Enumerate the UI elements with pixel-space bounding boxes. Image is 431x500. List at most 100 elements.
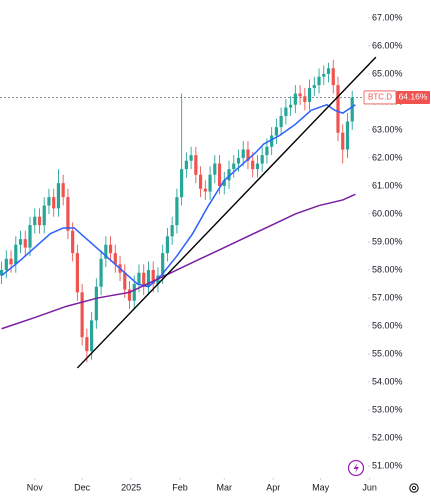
- y-tick-label: 53.00%: [372, 404, 403, 414]
- candle-body: [127, 289, 132, 301]
- y-tick-label: 52.00%: [372, 432, 403, 442]
- last-price-label: 64.16%: [399, 92, 428, 102]
- x-tick-label: Mar: [217, 482, 233, 492]
- candle-body: [132, 283, 136, 301]
- candle-body: [246, 149, 250, 161]
- moving-average-line: [1, 103, 356, 288]
- symbol-label: BTC.D: [368, 93, 392, 102]
- candle-body: [161, 253, 165, 276]
- candle-body: [123, 272, 127, 290]
- candle-body: [293, 93, 297, 105]
- candle-body: [94, 286, 98, 321]
- candle-body: [198, 174, 203, 189]
- candle-body: [189, 155, 193, 161]
- candle-body: [241, 149, 245, 158]
- y-tick-label: 66.00%: [372, 40, 403, 50]
- candle-body: [270, 135, 274, 147]
- candle-body: [42, 205, 46, 226]
- candle-body: [213, 163, 217, 175]
- candle-body: [227, 169, 231, 181]
- settings-button[interactable]: [409, 483, 419, 493]
- trend-line: [76, 56, 377, 369]
- candle-body: [4, 258, 8, 270]
- candle-body: [222, 180, 226, 186]
- candle-body: [326, 68, 331, 74]
- candle-body: [217, 163, 222, 186]
- candle-body: [303, 96, 307, 102]
- candle-body: [232, 163, 236, 170]
- candle-body: [279, 115, 283, 128]
- candle-body: [345, 121, 350, 150]
- candle-body: [18, 239, 23, 245]
- candle-body: [66, 197, 70, 231]
- x-tick-label: Dec: [74, 482, 91, 492]
- y-tick-label: 58.00%: [372, 264, 403, 274]
- candle-body: [260, 155, 264, 164]
- gear-inner: [411, 485, 417, 491]
- y-tick-label: 54.00%: [372, 376, 403, 386]
- candle-body: [37, 216, 42, 226]
- candle-body: [274, 127, 278, 136]
- candle-body: [156, 275, 160, 284]
- candle-body: [61, 183, 65, 198]
- y-tick-label: 59.00%: [372, 236, 403, 246]
- candle-body: [108, 244, 113, 254]
- candle-body: [251, 160, 255, 170]
- candle-body: [180, 169, 184, 198]
- y-tick-label: 67.00%: [372, 12, 403, 22]
- candle-body: [289, 104, 293, 108]
- y-tick-label: 57.00%: [372, 292, 403, 302]
- overlay: 51.00% 52.00% 53.00% 54.00% 55.00% 56.00% 57.0…: [27, 12, 430, 492]
- x-tick-label: Apr: [266, 482, 280, 492]
- candle-body: [23, 239, 27, 248]
- candle-body: [113, 253, 117, 265]
- candle-body: [298, 93, 302, 97]
- candle-body: [137, 272, 141, 284]
- candle-body: [28, 225, 32, 248]
- log-toggle[interactable]: [347, 459, 365, 477]
- candle-body: [336, 85, 340, 133]
- candle-body: [170, 225, 174, 237]
- x-tick-label: Jun: [362, 482, 377, 492]
- candle-body: [312, 85, 316, 88]
- candle-body: [80, 292, 84, 338]
- candle-body: [208, 174, 212, 192]
- candle-body: [151, 269, 155, 284]
- candle-body: [236, 157, 241, 164]
- candle-body: [184, 160, 188, 170]
- candle-body: [33, 216, 37, 226]
- candle-body: [265, 146, 269, 156]
- candle-body: [75, 253, 79, 293]
- candle-body: [0, 269, 4, 276]
- candle-body: [165, 236, 170, 254]
- x-tick-label: Feb: [172, 482, 188, 492]
- candle-body: [255, 163, 260, 170]
- candle-body: [194, 155, 198, 175]
- candle-body: [322, 73, 326, 77]
- candle-body: [307, 87, 312, 102]
- plot-area: [0, 56, 377, 369]
- candle-body: [317, 76, 321, 86]
- candle-body: [14, 244, 18, 265]
- y-tick-label: 51.00%: [372, 460, 403, 470]
- y-tick-label: 61.00%: [372, 180, 403, 190]
- candle-body: [331, 68, 335, 86]
- y-tick-label: 56.00%: [372, 320, 403, 330]
- candle-body: [71, 230, 75, 254]
- candle-body: [85, 337, 89, 352]
- gear-outer: [409, 483, 419, 493]
- candle-body: [104, 244, 108, 259]
- x-tick-label: Nov: [27, 482, 44, 492]
- candle-body: [142, 272, 146, 287]
- toggle-icon: [353, 463, 359, 473]
- x-tick-label: May: [312, 482, 330, 492]
- candle-body: [341, 132, 345, 150]
- candle-body: [284, 107, 288, 116]
- candle-body: [99, 258, 103, 287]
- candle-body: [9, 258, 13, 265]
- y-tick-label: 60.00%: [372, 208, 403, 218]
- candle-body: [175, 197, 179, 226]
- candle-body: [52, 197, 56, 209]
